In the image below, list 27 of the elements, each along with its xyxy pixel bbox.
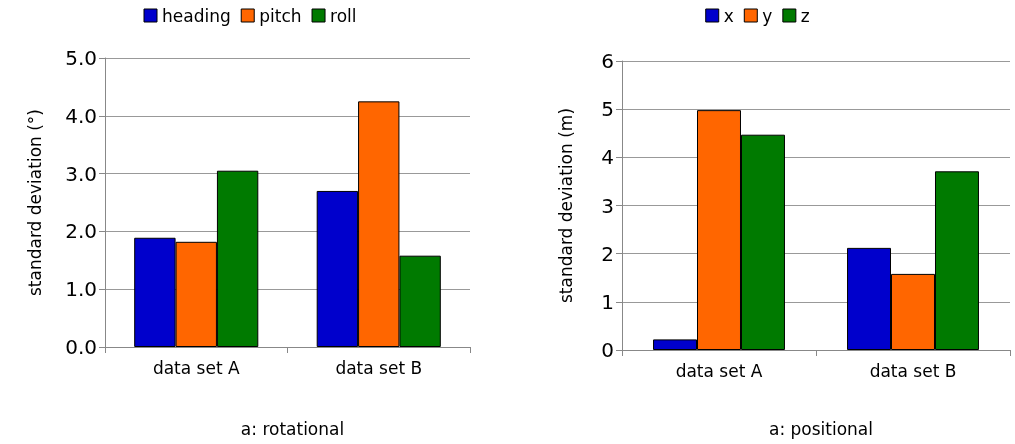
- y-axis-title: standard deviation (m): [555, 107, 576, 304]
- y-tick-label: 6: [601, 49, 614, 73]
- legend-label: pitch: [259, 5, 302, 26]
- y-tick-label: 3: [601, 193, 614, 218]
- text: a: rotational: [240, 418, 345, 439]
- y-axis-title: standard deviation (°): [24, 109, 45, 296]
- y-tick-label: 5: [601, 97, 614, 122]
- y-tick-label: 3.0: [65, 161, 97, 186]
- x-tick-label: data set B: [869, 360, 957, 381]
- y-tick-label: 5.0: [65, 46, 97, 70]
- y-tick-label: 1: [601, 289, 614, 314]
- text: a: positional: [768, 418, 874, 439]
- y-tick-label: 2.0: [65, 219, 97, 244]
- x-tick-label: data set A: [152, 357, 240, 378]
- y-tick-label: 4: [601, 145, 614, 170]
- legend-label: z: [800, 5, 810, 26]
- legend-label: y: [762, 5, 773, 26]
- y-tick-label: 0.0: [65, 335, 97, 359]
- y-tick-label: 2: [601, 241, 614, 266]
- y-tick-label: 0: [601, 338, 614, 362]
- legend-label: heading: [162, 5, 231, 26]
- legend-label: roll: [330, 5, 357, 26]
- y-tick-label: 1.0: [65, 277, 97, 302]
- y-tick-label: 4.0: [65, 103, 97, 128]
- legend-label: x: [723, 5, 734, 26]
- x-tick-label: data set B: [335, 357, 423, 378]
- x-tick-label: data set A: [675, 360, 763, 381]
